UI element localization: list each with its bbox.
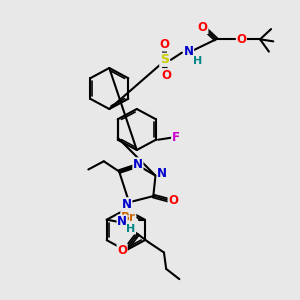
Text: Br: Br bbox=[121, 211, 136, 224]
Text: O: O bbox=[198, 20, 208, 34]
Text: O: O bbox=[161, 69, 172, 82]
Text: N: N bbox=[122, 198, 132, 211]
Text: H: H bbox=[126, 224, 136, 234]
Text: N: N bbox=[157, 167, 167, 180]
Text: O: O bbox=[159, 38, 169, 51]
Text: N: N bbox=[133, 158, 143, 171]
Text: F: F bbox=[172, 131, 180, 144]
Text: O: O bbox=[236, 33, 246, 46]
Text: H: H bbox=[193, 56, 202, 66]
Text: S: S bbox=[160, 53, 169, 66]
Text: O: O bbox=[117, 244, 127, 257]
Text: N: N bbox=[184, 45, 194, 58]
Text: O: O bbox=[168, 194, 178, 207]
Text: N: N bbox=[117, 215, 127, 228]
